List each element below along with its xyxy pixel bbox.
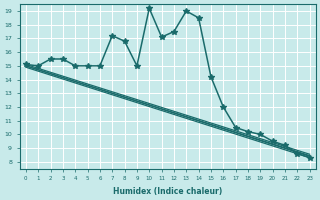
X-axis label: Humidex (Indice chaleur): Humidex (Indice chaleur) bbox=[113, 187, 222, 196]
